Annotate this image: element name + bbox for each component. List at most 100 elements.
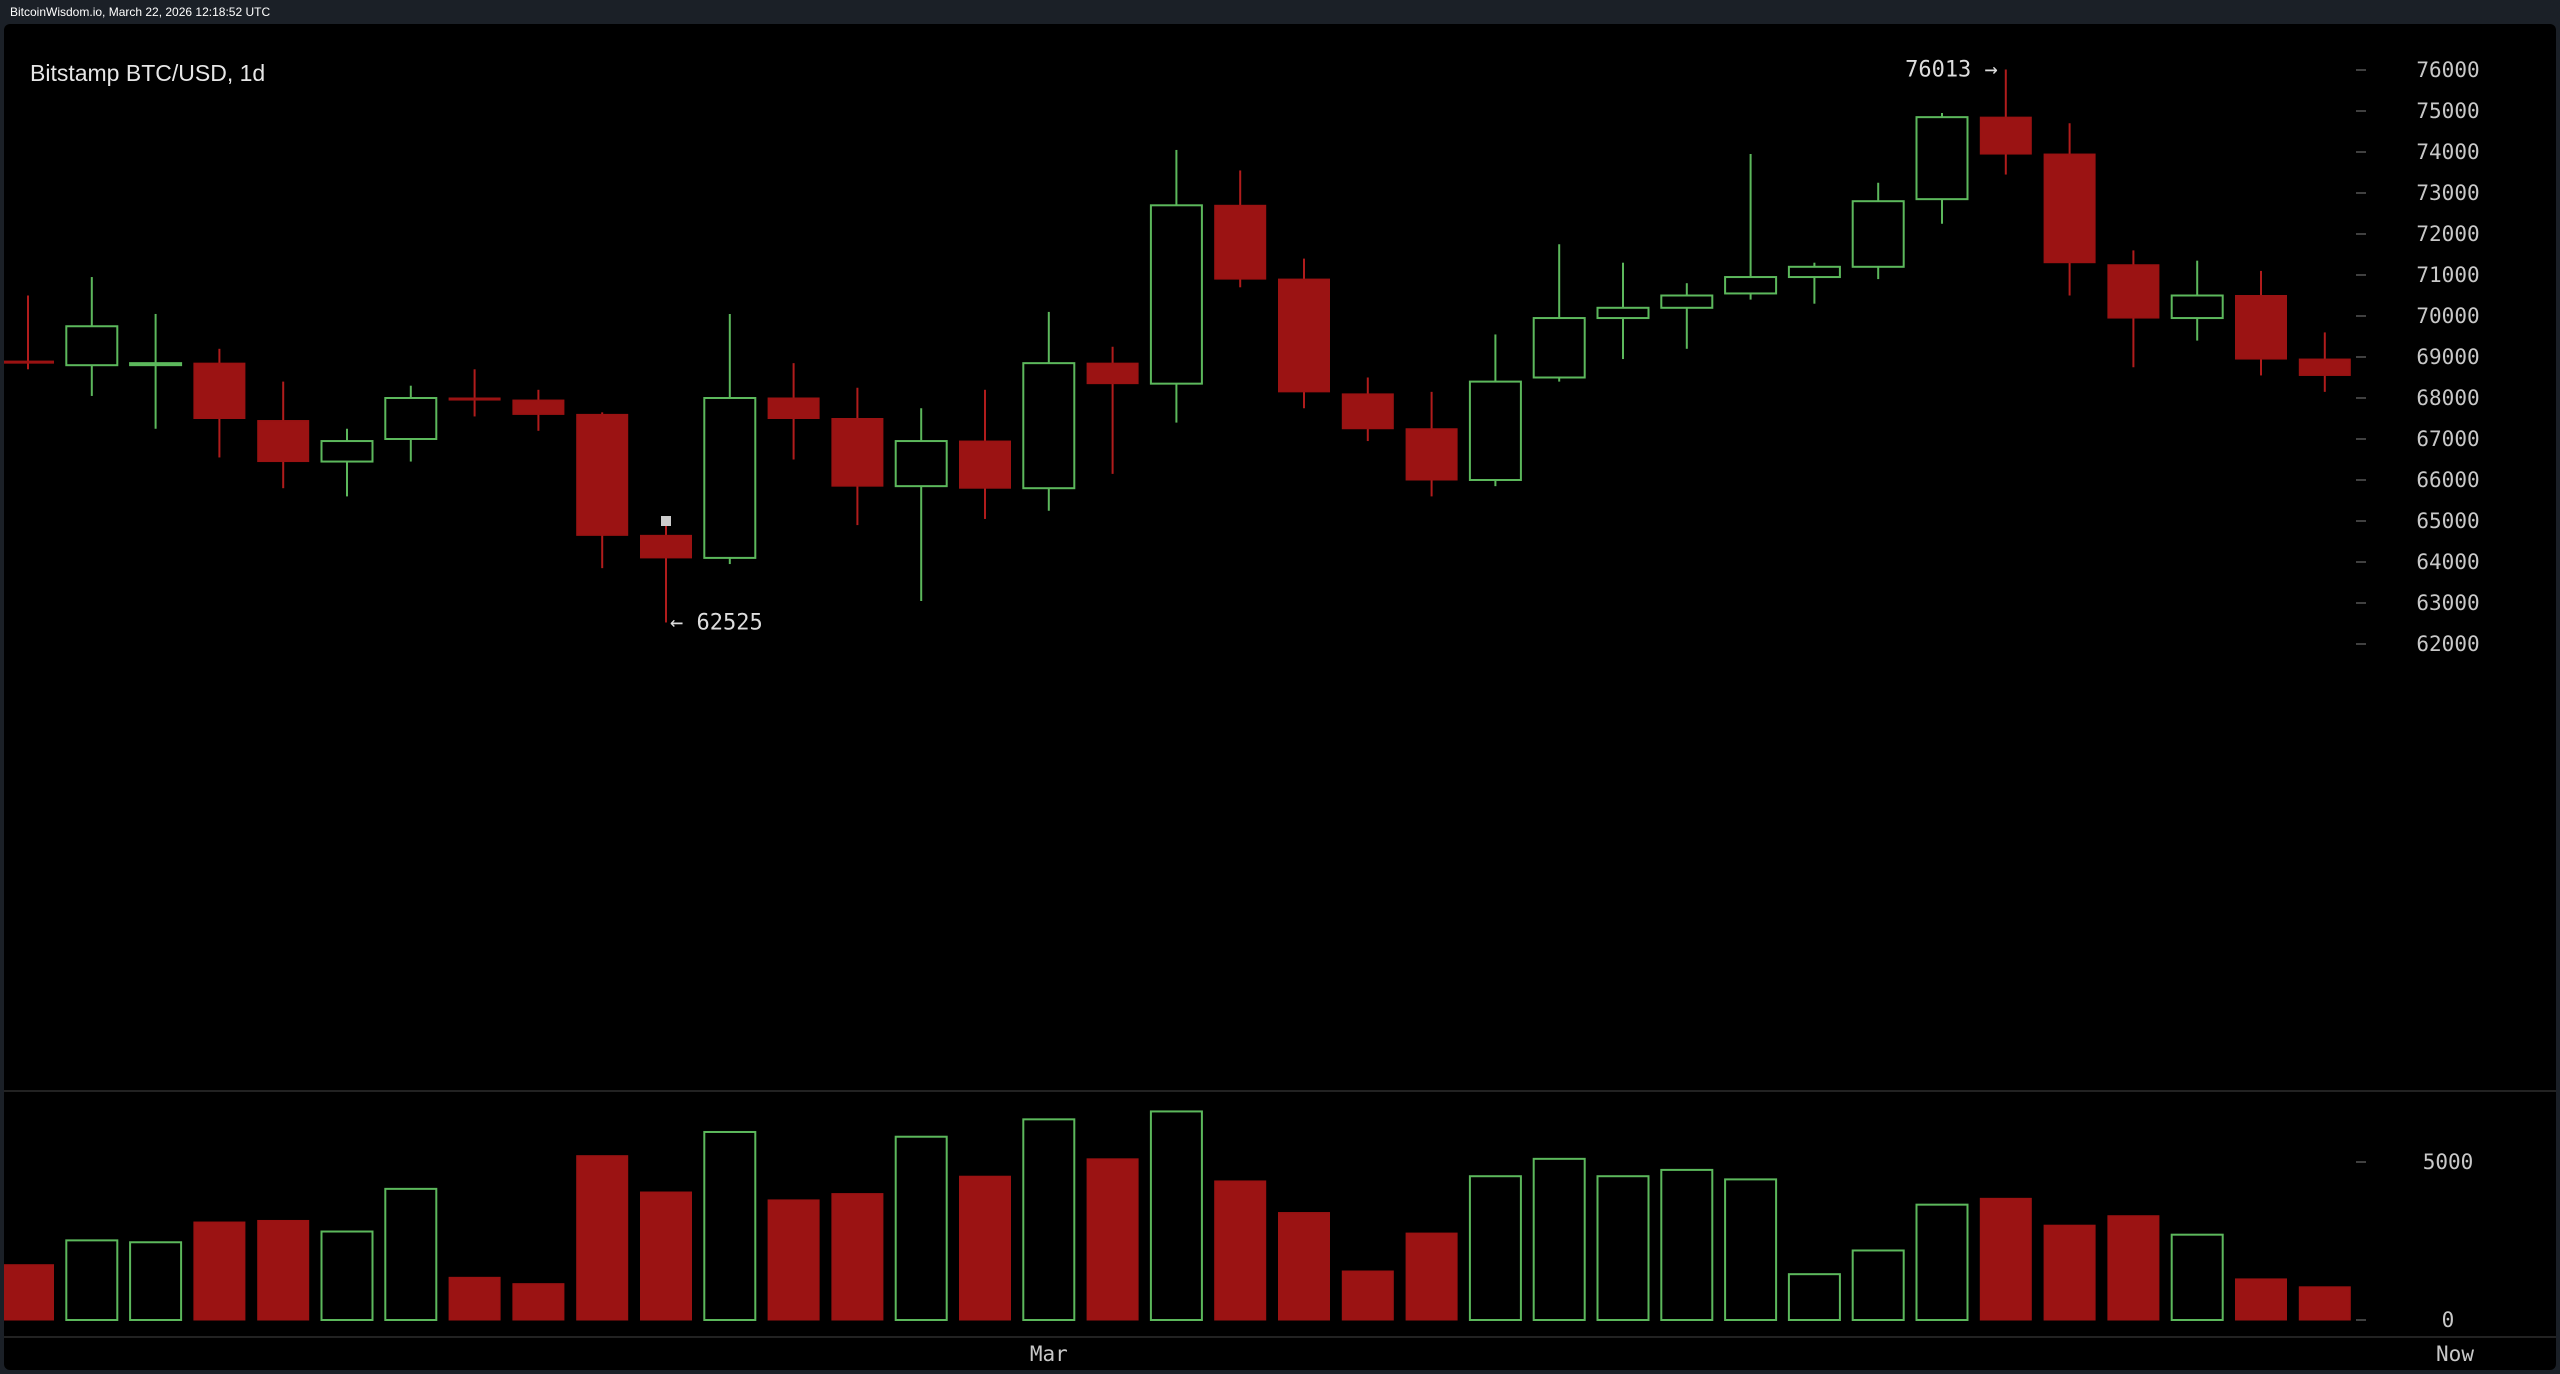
candle: [703, 313, 757, 565]
volume-bar-down: [767, 1199, 820, 1321]
candle-body-up: [1596, 306, 1650, 320]
candle: [1022, 311, 1076, 511]
candle-body-down: [1341, 393, 1394, 430]
candle: [1660, 283, 1714, 349]
volume-bar-down: [193, 1221, 246, 1321]
candle-body-down: [959, 440, 1011, 489]
candle-body-up: [2170, 294, 2224, 320]
candle-body-down: [4, 360, 54, 364]
candle-body-up: [129, 362, 183, 367]
volume-bar-down: [1086, 1158, 1139, 1321]
price-axis: 62000 63000 64000 65000 66000 67000 68000 69000…: [2356, 58, 2480, 656]
candle: [1086, 346, 1139, 474]
candle-series: [4, 69, 2351, 623]
candle-body-down: [257, 420, 310, 463]
candle-body-down: [2107, 264, 2160, 319]
panel-separators: [4, 1090, 2556, 1338]
volume-bar-down: [831, 1193, 884, 1321]
volume-bar-up: [2170, 1233, 2224, 1322]
candle-body-down: [1086, 362, 1139, 385]
candle: [65, 277, 119, 396]
time-axis: Mar Now: [1030, 1342, 2474, 1366]
volume-bar-down: [4, 1264, 54, 1321]
volume-bar-down: [959, 1175, 1011, 1321]
volume-bar-down: [2107, 1215, 2160, 1321]
candle: [1278, 258, 1330, 409]
candle: [384, 385, 438, 462]
candle-body-down: [1214, 204, 1267, 280]
candle-body-up: [1915, 116, 1969, 201]
candle-body-down: [767, 397, 820, 419]
volume-tick-label: 0: [2442, 1308, 2455, 1332]
volume-bar-up: [1596, 1175, 1650, 1321]
chart-title: Bitstamp BTC/USD, 1d: [30, 60, 266, 86]
price-tick-label: 63000: [2416, 591, 2479, 615]
volume-bar-up: [1149, 1110, 1203, 1321]
candle: [1341, 377, 1394, 442]
candle: [320, 428, 374, 497]
volume-bar-down: [2043, 1224, 2096, 1321]
volume-bar-up: [894, 1135, 948, 1321]
candle-body-up: [1851, 200, 1905, 268]
candle: [640, 521, 692, 623]
candle: [257, 381, 310, 489]
candle-body-down: [831, 418, 884, 487]
candle-body-up: [1149, 204, 1203, 385]
candle-body-down: [1278, 278, 1330, 393]
candle: [1149, 149, 1203, 423]
candle: [767, 363, 820, 460]
candle: [2170, 260, 2224, 341]
candle: [831, 387, 884, 526]
volume-bar-down: [1341, 1270, 1394, 1321]
candle: [129, 313, 183, 429]
candle: [576, 412, 629, 569]
volume-bar-down: [512, 1283, 565, 1321]
price-tick-label: 66000: [2416, 468, 2479, 492]
price-tick-label: 67000: [2416, 427, 2479, 451]
volume-bar-up: [1915, 1203, 1969, 1322]
volume-bar-up: [65, 1239, 119, 1322]
price-tick-label: 75000: [2416, 99, 2479, 123]
time-axis-label: Now: [2436, 1342, 2474, 1366]
status-text: BitcoinWisdom.io, March 22, 2026 12:18:5…: [10, 5, 271, 19]
candle-body-down: [2235, 295, 2287, 360]
price-tick-label: 64000: [2416, 550, 2479, 574]
candle: [1596, 262, 1650, 360]
candle: [1851, 182, 1905, 280]
volume-bar-down: [448, 1276, 501, 1321]
candle-body-up: [384, 397, 438, 440]
candle-body-up: [1724, 276, 1778, 295]
volume-bar-down: [576, 1155, 629, 1321]
volume-bar-down: [1214, 1180, 1267, 1321]
candle: [448, 369, 501, 417]
candle-body-down: [640, 534, 692, 559]
candlestick-chart[interactable]: 62000 63000 64000 65000 66000 67000 68000 69000…: [4, 24, 2556, 1370]
candle-body-down: [512, 399, 565, 415]
volume-bar-down: [257, 1219, 310, 1321]
candle: [894, 408, 948, 601]
volume-bar-up: [1787, 1273, 1841, 1322]
price-tick-label: 72000: [2416, 222, 2479, 246]
candle-body-up: [1532, 317, 1586, 379]
time-axis-label: Mar: [1030, 1342, 1068, 1366]
candle-body-down: [576, 413, 629, 536]
candle: [2235, 270, 2287, 376]
price-tick-label: 68000: [2416, 386, 2479, 410]
volume-series: [4, 1110, 2351, 1322]
candle-body-up: [1468, 380, 1522, 482]
chart-panel[interactable]: Bitstamp BTC/USD, 1d 62000 63000 64000 6500…: [4, 24, 2556, 1370]
candle-body-down: [2043, 153, 2096, 264]
price-tick-label: 76000: [2416, 58, 2479, 82]
price-tick-label: 73000: [2416, 181, 2479, 205]
volume-bar-up: [384, 1187, 438, 1321]
candle-body-up: [1660, 294, 1714, 309]
candle-body-up: [320, 440, 374, 463]
high-price-annotation: 76013 →: [1905, 57, 1998, 82]
volume-bar-up: [1532, 1157, 1586, 1321]
volume-bar-down: [1405, 1232, 1458, 1321]
volume-bar-up: [1724, 1178, 1778, 1321]
volume-bar-down: [2235, 1278, 2287, 1321]
candle: [4, 295, 54, 370]
candle-body-down: [1979, 116, 2032, 155]
candle: [1724, 154, 1778, 300]
